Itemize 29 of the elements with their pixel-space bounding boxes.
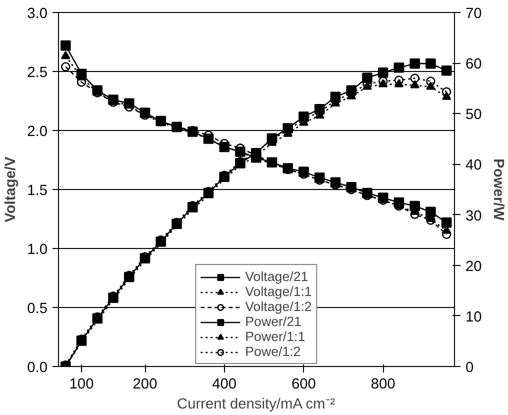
y-tick-label: 1.5 [27,183,48,199]
x-tick-label: 800 [370,376,396,392]
x-tick-label: 400 [212,376,237,392]
y-tick-label: 0.0 [27,360,48,376]
legend-label: Power/21 [245,314,302,329]
y2-tick-label: 30 [466,208,482,224]
y2-tick-label: 40 [466,158,482,174]
legend-label: Voltage/1:2 [245,299,312,314]
x-tick-label: 600 [291,376,316,392]
y2-tick-label: 60 [466,56,482,73]
x-axis-title: Current density/mA cm⁻² [177,396,336,412]
y2-axis-title: Power/W [490,158,506,221]
legend-label: Voltage/21 [245,269,308,284]
y2-tick-label: 10 [466,309,482,326]
legend-label: Voltage/1:1 [245,284,312,299]
y-axis-title: Voltage/V [3,156,20,222]
legend-label: Powe/1:2 [245,344,301,359]
y-tick-label: 0.5 [27,301,48,317]
y-tick-label: 3.0 [27,6,48,22]
x-tick-label: 100 [69,376,94,392]
x-tick-label: 200 [132,376,158,392]
y-tick-label: 2.5 [27,65,48,81]
y-tick-label: 1.0 [27,242,48,258]
y-tick-label: 2.0 [27,124,48,140]
y2-tick-label: 70 [466,6,482,22]
y2-tick-label: 0 [466,360,474,376]
y2-tick-label: 20 [466,258,482,275]
y2-tick-label: 50 [466,107,482,124]
legend-label: Power/1:1 [245,329,306,344]
